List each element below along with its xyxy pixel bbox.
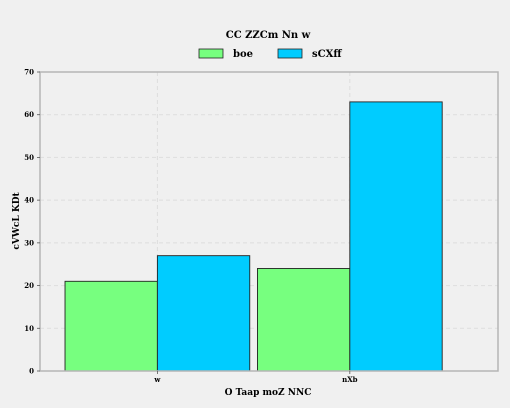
plot-frame [39, 71, 499, 372]
bar-scxff-w [156, 255, 251, 372]
y-tick-label: 0 [29, 367, 34, 376]
bar-scxff-nxb [349, 101, 443, 372]
chart-title: CC ZZCm Nn w [226, 30, 311, 41]
y-tick-label: 30 [24, 238, 34, 247]
y-tick-label: 10 [24, 324, 34, 333]
legend-swatch-scxff [277, 48, 303, 59]
legend-label-boe: boe [233, 49, 253, 60]
bar-boe-nxb [257, 268, 351, 372]
x-axis-label: O Taap moZ NNC [225, 388, 312, 398]
y-axis-label: cVWcL KDt [12, 192, 22, 250]
legend-swatch-boe [198, 48, 224, 59]
legend-label-scxff: sCXff [312, 49, 342, 60]
y-tick-label: 40 [24, 196, 34, 205]
x-axis-ticks: w nXb [153, 371, 358, 384]
legend: boe sCXff [198, 48, 342, 60]
y-tick-label: 70 [24, 68, 34, 77]
bars [64, 101, 443, 372]
y-tick-label: 60 [24, 110, 34, 119]
y-tick-label: 20 [24, 281, 34, 290]
y-axis-ticks: 0 10 20 30 40 50 60 70 [24, 68, 40, 376]
bar-boe-w [64, 280, 158, 372]
x-tick-label: nXb [342, 375, 358, 384]
y-tick-label: 50 [24, 153, 34, 162]
x-tick-label: w [153, 375, 161, 384]
